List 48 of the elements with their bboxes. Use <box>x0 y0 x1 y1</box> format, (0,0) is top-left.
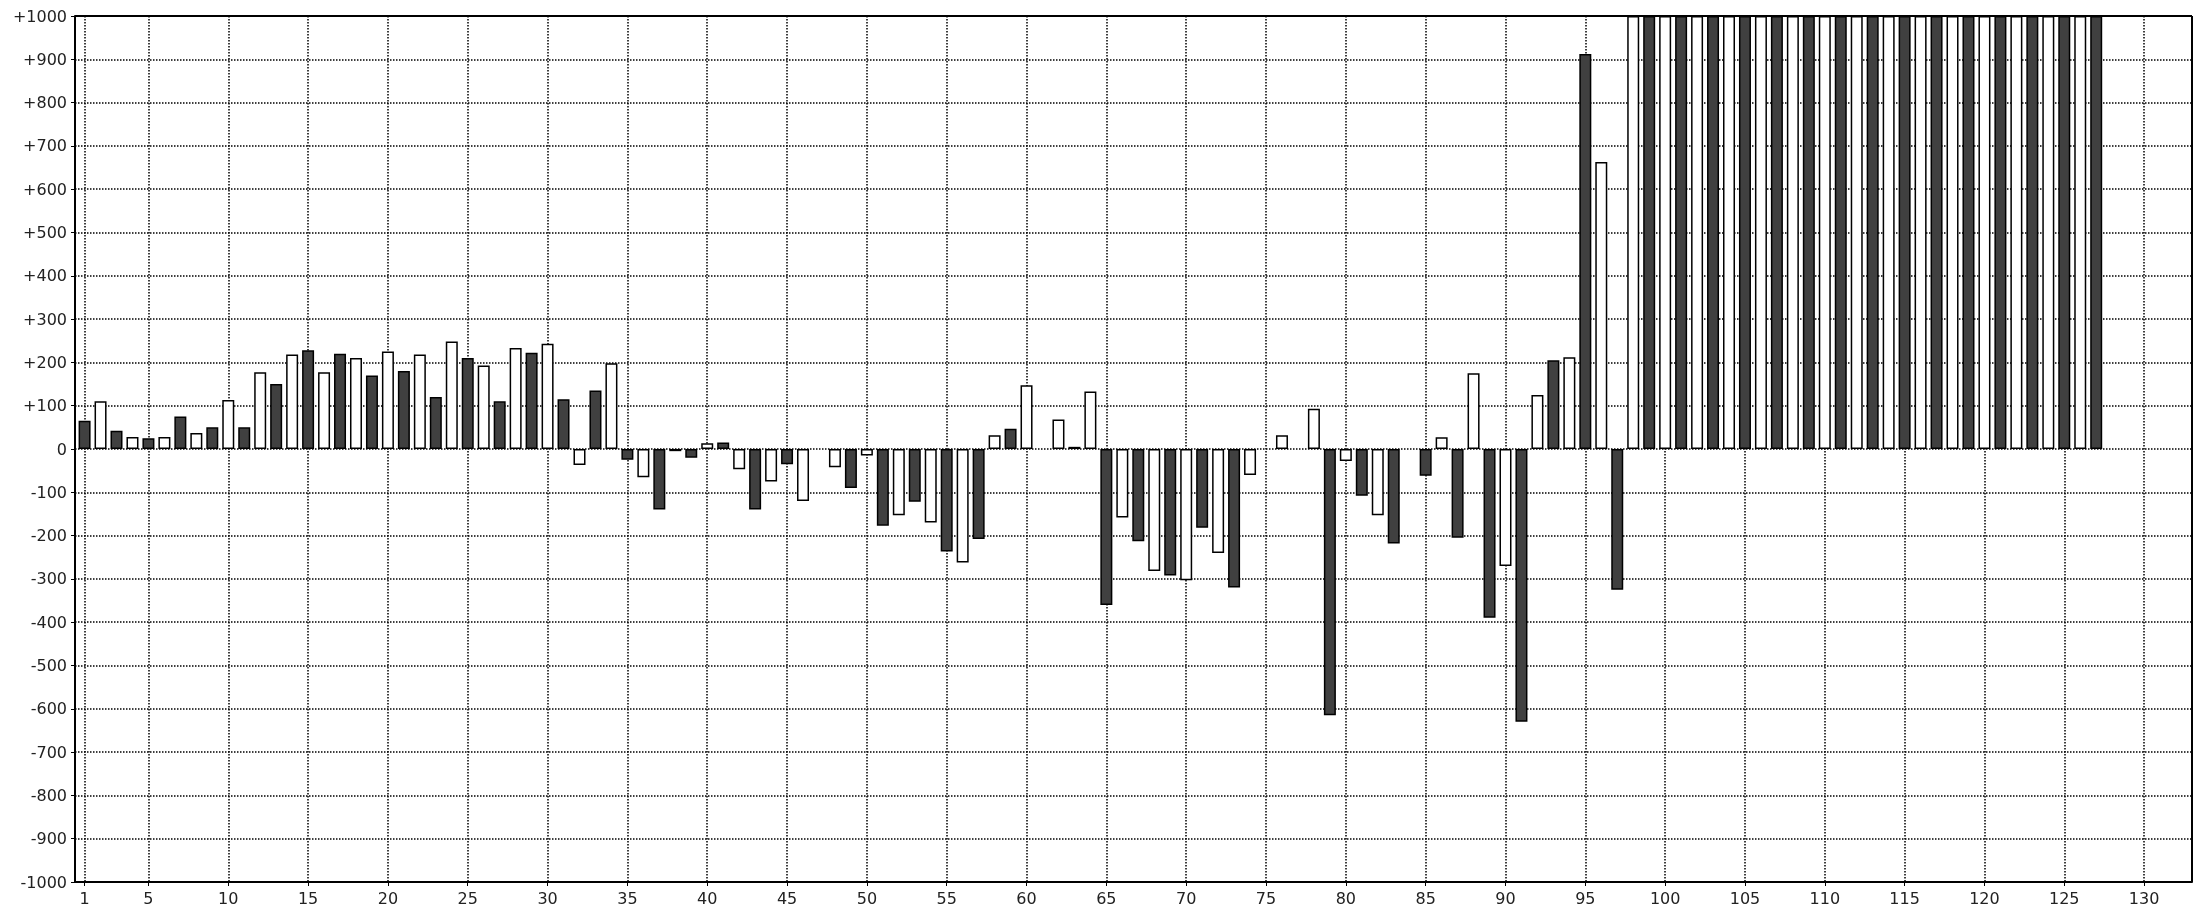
y-tick-label: -100 <box>30 482 67 502</box>
x-tick-label: 110 <box>1809 888 1841 908</box>
x-tick-label: 85 <box>1415 888 1436 908</box>
x-tick-label: 50 <box>856 888 878 908</box>
x-tick-label: 130 <box>2128 888 2160 908</box>
x-tick-label: 35 <box>617 888 638 908</box>
y-tick-label: +700 <box>23 136 67 156</box>
y-tick-label: -800 <box>30 785 67 805</box>
y-tick-label: +100 <box>23 396 67 416</box>
y-tick-label: -900 <box>30 829 67 849</box>
y-tick-label: -300 <box>30 569 67 589</box>
x-tick-label: 10 <box>218 888 239 908</box>
y-tick-label: +800 <box>23 93 67 113</box>
x-tick-label: 65 <box>1096 888 1117 908</box>
x-tick-label: 30 <box>537 888 558 908</box>
x-tick-label: 120 <box>1969 888 2000 908</box>
x-tick-label: 40 <box>697 888 718 908</box>
y-tick-label: +400 <box>23 266 67 286</box>
y-tick-label: +900 <box>23 49 67 69</box>
x-tick-label: 95 <box>1575 888 1596 908</box>
y-tick-label: +1000 <box>12 6 67 26</box>
x-tick-label: 70 <box>1176 888 1197 908</box>
x-tick-label: 115 <box>1889 888 1920 908</box>
x-tick-label: 90 <box>1495 888 1516 908</box>
x-tick-label: 15 <box>297 888 319 908</box>
y-tick-label: +500 <box>23 223 67 242</box>
x-tick-label: 45 <box>776 888 798 908</box>
y-tick-label: -400 <box>30 612 67 632</box>
y-tick-label: -600 <box>30 699 67 719</box>
x-tick-label: 5 <box>143 888 154 908</box>
y-tick-label: -1000 <box>20 872 67 892</box>
y-tick-label: -700 <box>30 742 67 762</box>
x-tick-label: 80 <box>1335 888 1357 908</box>
x-tick-label: 55 <box>936 888 957 908</box>
y-tick-label: 0 <box>56 439 67 459</box>
x-tick-label: 25 <box>457 888 478 908</box>
y-tick-label: -500 <box>30 656 67 675</box>
x-tick-label: 125 <box>2049 888 2080 908</box>
y-tick-label: +300 <box>23 309 67 329</box>
y-tick-label: -200 <box>30 526 67 546</box>
x-tick-label: 60 <box>1016 888 1037 908</box>
x-tick-label: 1 <box>79 888 90 908</box>
y-tick-label: +200 <box>23 352 67 372</box>
x-tick-label: 100 <box>1649 888 1681 908</box>
y-tick-label: +600 <box>23 179 67 199</box>
x-tick-label: 20 <box>377 888 399 908</box>
x-tick-label: 105 <box>1729 888 1761 908</box>
x-tick-label: 75 <box>1255 888 1277 908</box>
